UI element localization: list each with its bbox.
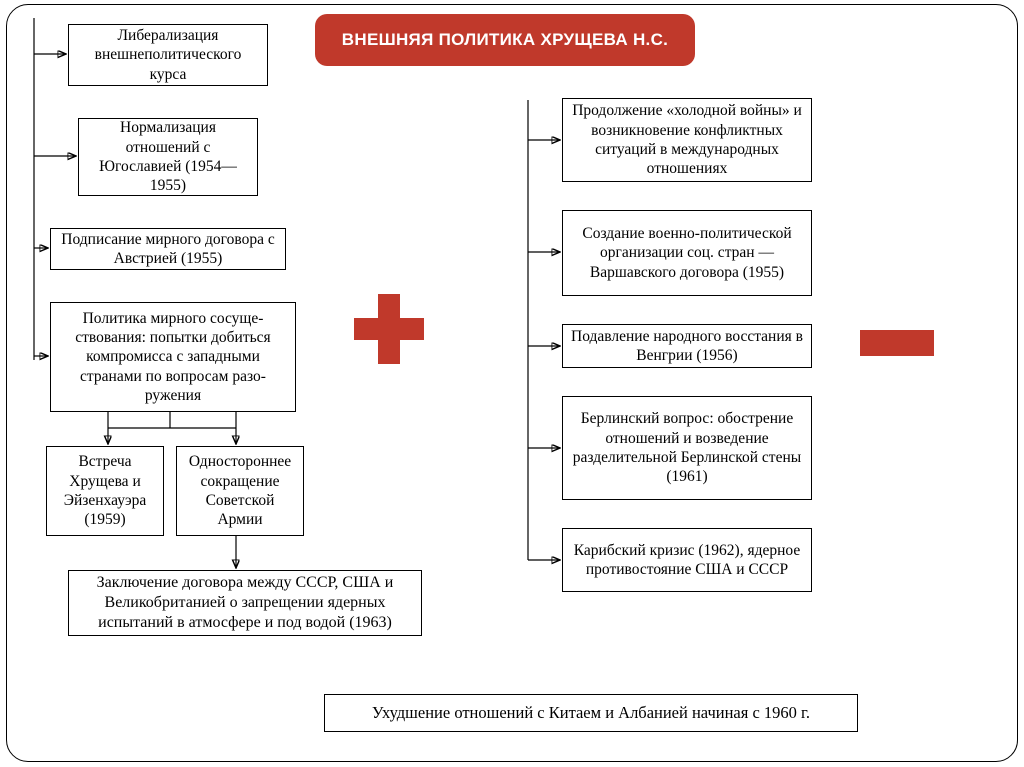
box-coexistence: Политика мирного сосуще­ствования: попыт… bbox=[50, 302, 296, 412]
box-china-albania: Ухудшение отношений с Китаем и Албанией … bbox=[324, 694, 858, 732]
text-b5: Встреча Хрущева и Эйзенхауэра (1959) bbox=[55, 452, 155, 530]
text-b2: Нормализация отношений с Югославией (195… bbox=[87, 118, 249, 196]
box-treaty-1963: Заключение договора между СССР, США и Ве… bbox=[68, 570, 422, 636]
box-liberalization: Либерализация внешнеполитического курса bbox=[68, 24, 268, 86]
text-b6: Односторон­нее сокраще­ние Совет­ской Ар… bbox=[185, 452, 295, 530]
box-eisenhower: Встреча Хрущева и Эйзенхауэра (1959) bbox=[46, 446, 164, 536]
text-b1: Либерализация внешнеполитического курса bbox=[77, 26, 259, 84]
box-berlin: Берлинский вопрос: обострение отношений … bbox=[562, 396, 812, 500]
text-bottom: Ухудшение отношений с Китаем и Албанией … bbox=[372, 703, 810, 724]
plus-icon bbox=[350, 290, 428, 384]
text-r1: Продолжение «холодной войны» и возникнов… bbox=[571, 101, 803, 179]
text-r5: Карибский кризис (1962), ядерное противо… bbox=[571, 541, 803, 580]
box-yugoslavia: Нормализация отношений с Югославией (195… bbox=[78, 118, 258, 196]
box-cold-war: Продолжение «холодной войны» и возникнов… bbox=[562, 98, 812, 182]
text-r3: Подавление народного восстания в Венгрии… bbox=[571, 327, 803, 366]
text-b7: Заключение договора между СССР, США и Ве… bbox=[77, 573, 413, 633]
text-r4: Берлинский вопрос: обострение отношений … bbox=[571, 409, 803, 487]
box-austria: Подписание мирного договора с Австрией (… bbox=[50, 228, 286, 270]
title-text: ВНЕШНЯЯ ПОЛИТИКА ХРУЩЕВА Н.С. bbox=[342, 30, 668, 50]
box-warsaw-pact: Создание военно-политиче­ской организаци… bbox=[562, 210, 812, 296]
box-army-cut: Односторон­нее сокраще­ние Совет­ской Ар… bbox=[176, 446, 304, 536]
box-cuba: Карибский кризис (1962), ядерное противо… bbox=[562, 528, 812, 592]
box-hungary: Подавление народного восстания в Венгрии… bbox=[562, 324, 812, 368]
text-b4: Политика мирного сосуще­ствования: попыт… bbox=[59, 309, 287, 406]
minus-icon bbox=[860, 330, 934, 356]
text-r2: Создание военно-политиче­ской организаци… bbox=[571, 224, 803, 282]
title-badge: ВНЕШНЯЯ ПОЛИТИКА ХРУЩЕВА Н.С. bbox=[315, 14, 695, 66]
text-b3: Подписание мирного договора с Австрией (… bbox=[59, 230, 277, 269]
